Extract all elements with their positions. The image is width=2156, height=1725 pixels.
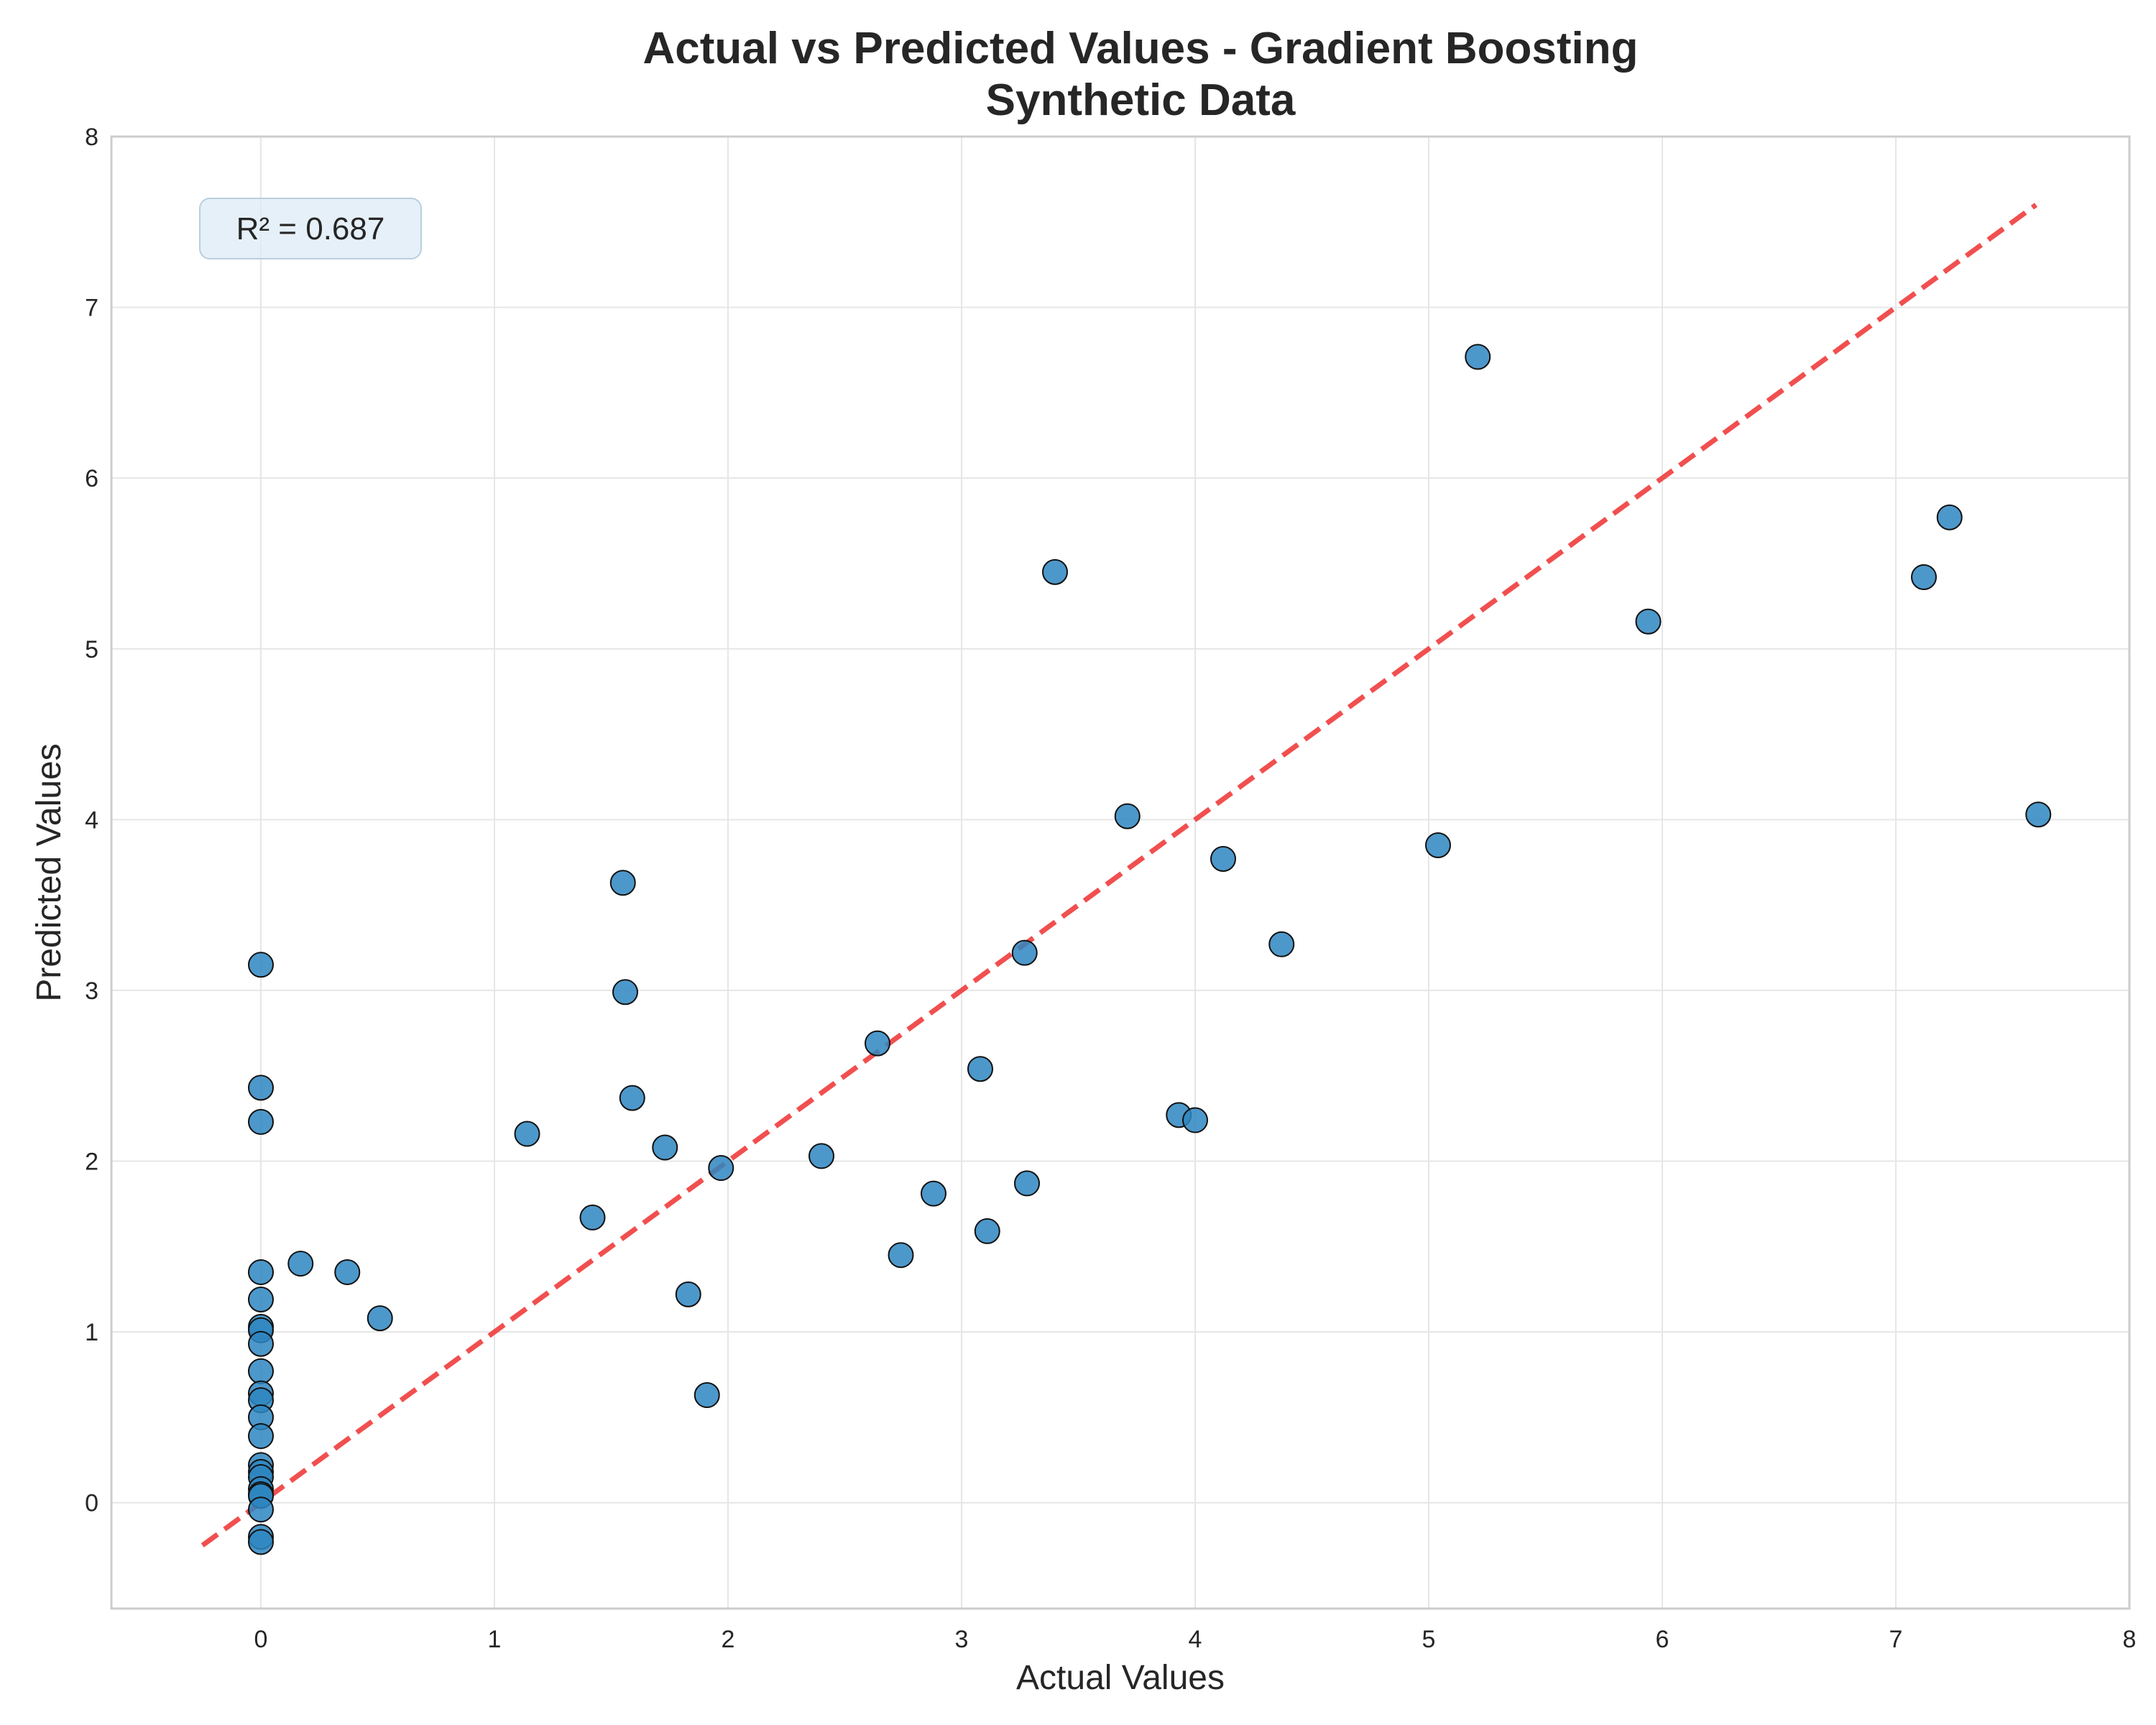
data-point-50 xyxy=(1635,608,1662,635)
data-point-30 xyxy=(652,1134,678,1161)
annotation-text: R² = 0.687 xyxy=(236,211,385,247)
x-axis-ticks: 0 1 2 3 4 5 6 7 8 xyxy=(254,1626,2137,1653)
data-point-40 xyxy=(1011,939,1038,966)
x-tick-label-0: 0 xyxy=(254,1626,268,1653)
data-point-34 xyxy=(808,1143,834,1169)
reference-line-layer xyxy=(201,203,2038,1547)
x-tick-label-8: 8 xyxy=(2123,1626,2137,1653)
data-point-48 xyxy=(1425,832,1451,858)
data-point-52 xyxy=(1936,504,1963,530)
data-point-37 xyxy=(921,1180,946,1207)
x-axis-label: Actual Values xyxy=(1016,1659,1225,1697)
data-point-8 xyxy=(248,1358,274,1384)
data-point-45 xyxy=(1182,1107,1208,1133)
data-point-46 xyxy=(1210,845,1236,872)
y-tick-label-1: 1 xyxy=(85,1319,98,1346)
data-point-36 xyxy=(888,1242,914,1269)
data-point-26 xyxy=(579,1204,606,1230)
x-tick-label-6: 6 xyxy=(1656,1626,1669,1653)
chart-subtitle: Synthetic Data xyxy=(986,75,1296,125)
data-point-41 xyxy=(1014,1170,1040,1197)
chart-title: Actual vs Predicted Values - Gradient Bo… xyxy=(642,24,1638,73)
data-point-3 xyxy=(248,1259,274,1285)
y-tick-label-6: 6 xyxy=(85,465,98,492)
data-point-25 xyxy=(514,1121,540,1147)
x-tick-label-3: 3 xyxy=(955,1626,969,1653)
data-point-49 xyxy=(1465,344,1491,370)
r-squared-annotation: R² = 0.687 xyxy=(199,198,422,259)
y-tick-label-2: 2 xyxy=(85,1149,98,1176)
x-tick-label-5: 5 xyxy=(1422,1626,1436,1653)
y-tick-label-8: 8 xyxy=(85,124,98,151)
data-point-24 xyxy=(367,1305,393,1332)
data-point-39 xyxy=(974,1218,1000,1244)
data-point-0 xyxy=(248,952,274,978)
y-axis-ticks: 0 1 2 3 4 5 6 7 8 xyxy=(85,124,98,1517)
data-point-4 xyxy=(248,1286,274,1312)
reference-line xyxy=(201,203,2038,1547)
data-point-19 xyxy=(248,1496,274,1523)
x-tick-label-4: 4 xyxy=(1189,1626,1202,1653)
y-tick-label-7: 7 xyxy=(85,295,98,322)
annotation-box xyxy=(199,198,422,259)
data-point-27 xyxy=(609,870,636,896)
x-tick-label-2: 2 xyxy=(722,1626,735,1653)
data-point-47 xyxy=(1268,931,1295,957)
data-point-42 xyxy=(1042,558,1068,585)
x-tick-label-1: 1 xyxy=(488,1626,502,1653)
x-tick-label-7: 7 xyxy=(1889,1626,1903,1653)
data-point-28 xyxy=(612,979,638,1006)
data-point-2 xyxy=(248,1108,274,1135)
data-point-22 xyxy=(287,1251,314,1277)
data-point-1 xyxy=(248,1075,274,1101)
data-point-43 xyxy=(1114,803,1141,829)
data-point-51 xyxy=(1911,564,1937,590)
data-point-38 xyxy=(967,1056,993,1082)
plot-area-frame xyxy=(110,135,2131,1610)
y-tick-label-5: 5 xyxy=(85,636,98,663)
data-point-7 xyxy=(248,1330,274,1357)
data-point-35 xyxy=(865,1030,890,1057)
y-axis-label: Predicted Values xyxy=(30,743,68,1001)
data-point-23 xyxy=(334,1259,361,1285)
data-point-32 xyxy=(694,1382,720,1409)
data-point-29 xyxy=(619,1085,645,1111)
data-point-53 xyxy=(2025,801,2052,828)
y-tick-label-4: 4 xyxy=(85,806,98,834)
data-point-21 xyxy=(248,1529,274,1555)
y-tick-label-3: 3 xyxy=(85,978,98,1005)
data-points xyxy=(248,344,2052,1555)
data-point-31 xyxy=(675,1281,701,1307)
y-tick-label-0: 0 xyxy=(85,1490,98,1517)
data-point-12 xyxy=(248,1423,274,1450)
data-point-33 xyxy=(708,1155,734,1182)
